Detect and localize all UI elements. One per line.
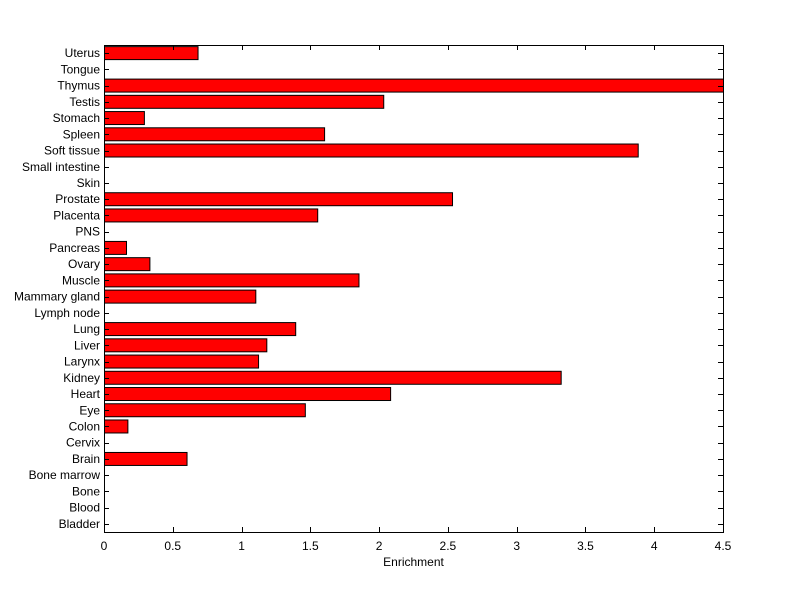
y-tick-label-small-intestine: Small intestine [22, 160, 100, 174]
bar-kidney [104, 370, 562, 385]
y-tick-label-spleen: Spleen [63, 127, 100, 141]
x-tick-label: 1.5 [302, 539, 319, 553]
y-tick-label-heart: Heart [71, 387, 101, 401]
y-tick-label-cervix: Cervix [66, 436, 100, 450]
y-tick-label-testis: Testis [69, 95, 100, 109]
y-tick-label-uterus: Uterus [65, 46, 100, 60]
y-tick-label-blood: Blood [69, 501, 100, 515]
y-tick-label-bone: Bone [72, 484, 100, 498]
bar-placenta [104, 208, 319, 223]
y-tick-label-mammary-gland: Mammary gland [14, 290, 100, 304]
y-tick-label-muscle: Muscle [62, 273, 100, 287]
y-tick-label-soft-tissue: Soft tissue [44, 144, 100, 158]
bar-liver [104, 338, 268, 353]
y-tick-label-skin: Skin [77, 176, 100, 190]
y-tick-label-pancreas: Pancreas [49, 241, 100, 255]
bar-prostate [104, 192, 454, 207]
x-tick-label: 1 [238, 539, 245, 553]
y-tick-label-eye: Eye [79, 403, 100, 417]
x-tick-label: 3.5 [577, 539, 594, 553]
bar-soft-tissue [104, 143, 639, 158]
y-tick-label-prostate: Prostate [55, 192, 100, 206]
y-tick-label-bladder: Bladder [59, 517, 100, 531]
y-tick-label-lung: Lung [73, 322, 100, 336]
y-tick-label-bone-marrow: Bone marrow [29, 468, 101, 482]
y-tick-label-pns: PNS [75, 225, 100, 239]
x-tick-label: 0 [101, 539, 108, 553]
x-tick-label: 0.5 [164, 539, 181, 553]
x-axis-label: Enrichment [383, 555, 444, 569]
bar-brain [104, 451, 188, 466]
bar-lung [104, 322, 297, 337]
bar-uterus [104, 46, 199, 61]
bar-larynx [104, 354, 260, 369]
bar-pancreas [104, 240, 128, 255]
y-tick-label-stomach: Stomach [53, 111, 100, 125]
bar-testis [104, 94, 385, 109]
x-tick-label: 2 [376, 539, 383, 553]
y-tick-label-brain: Brain [72, 452, 100, 466]
x-axis-ticks: 0 0.5 1 1.5 2 2.5 3 3.5 4 4.5 [101, 45, 732, 553]
y-tick-label-placenta: Placenta [53, 208, 100, 222]
bar-eye [104, 403, 306, 418]
bars-group [104, 46, 724, 466]
y-tick-label-kidney: Kidney [63, 371, 100, 385]
bar-spleen [104, 127, 326, 142]
x-tick-label: 4 [651, 539, 658, 553]
x-tick-label: 4.5 [715, 539, 732, 553]
y-tick-label-tongue: Tongue [61, 62, 101, 76]
y-tick-label-ovary: Ovary [68, 257, 100, 271]
y-tick-label-larynx: Larynx [64, 355, 100, 369]
y-tick-label-liver: Liver [74, 338, 100, 352]
bar-stomach [104, 111, 145, 126]
y-tick-label-lymph-node: Lymph node [34, 306, 100, 320]
bar-ovary [104, 257, 151, 272]
bar-heart [104, 387, 392, 402]
x-tick-label: 3 [513, 539, 520, 553]
y-tick-label-thymus: Thymus [57, 79, 100, 93]
plot-frame [104, 45, 724, 533]
bar-muscle [104, 273, 360, 288]
y-tick-label-colon: Colon [69, 419, 100, 433]
bar-mammary-gland [104, 289, 257, 304]
x-tick-label: 2.5 [440, 539, 457, 553]
y-axis-ticks: Uterus Tongue Thymus Testis Stomach Spleen Sof… [14, 46, 723, 531]
bar-thymus [104, 78, 724, 93]
